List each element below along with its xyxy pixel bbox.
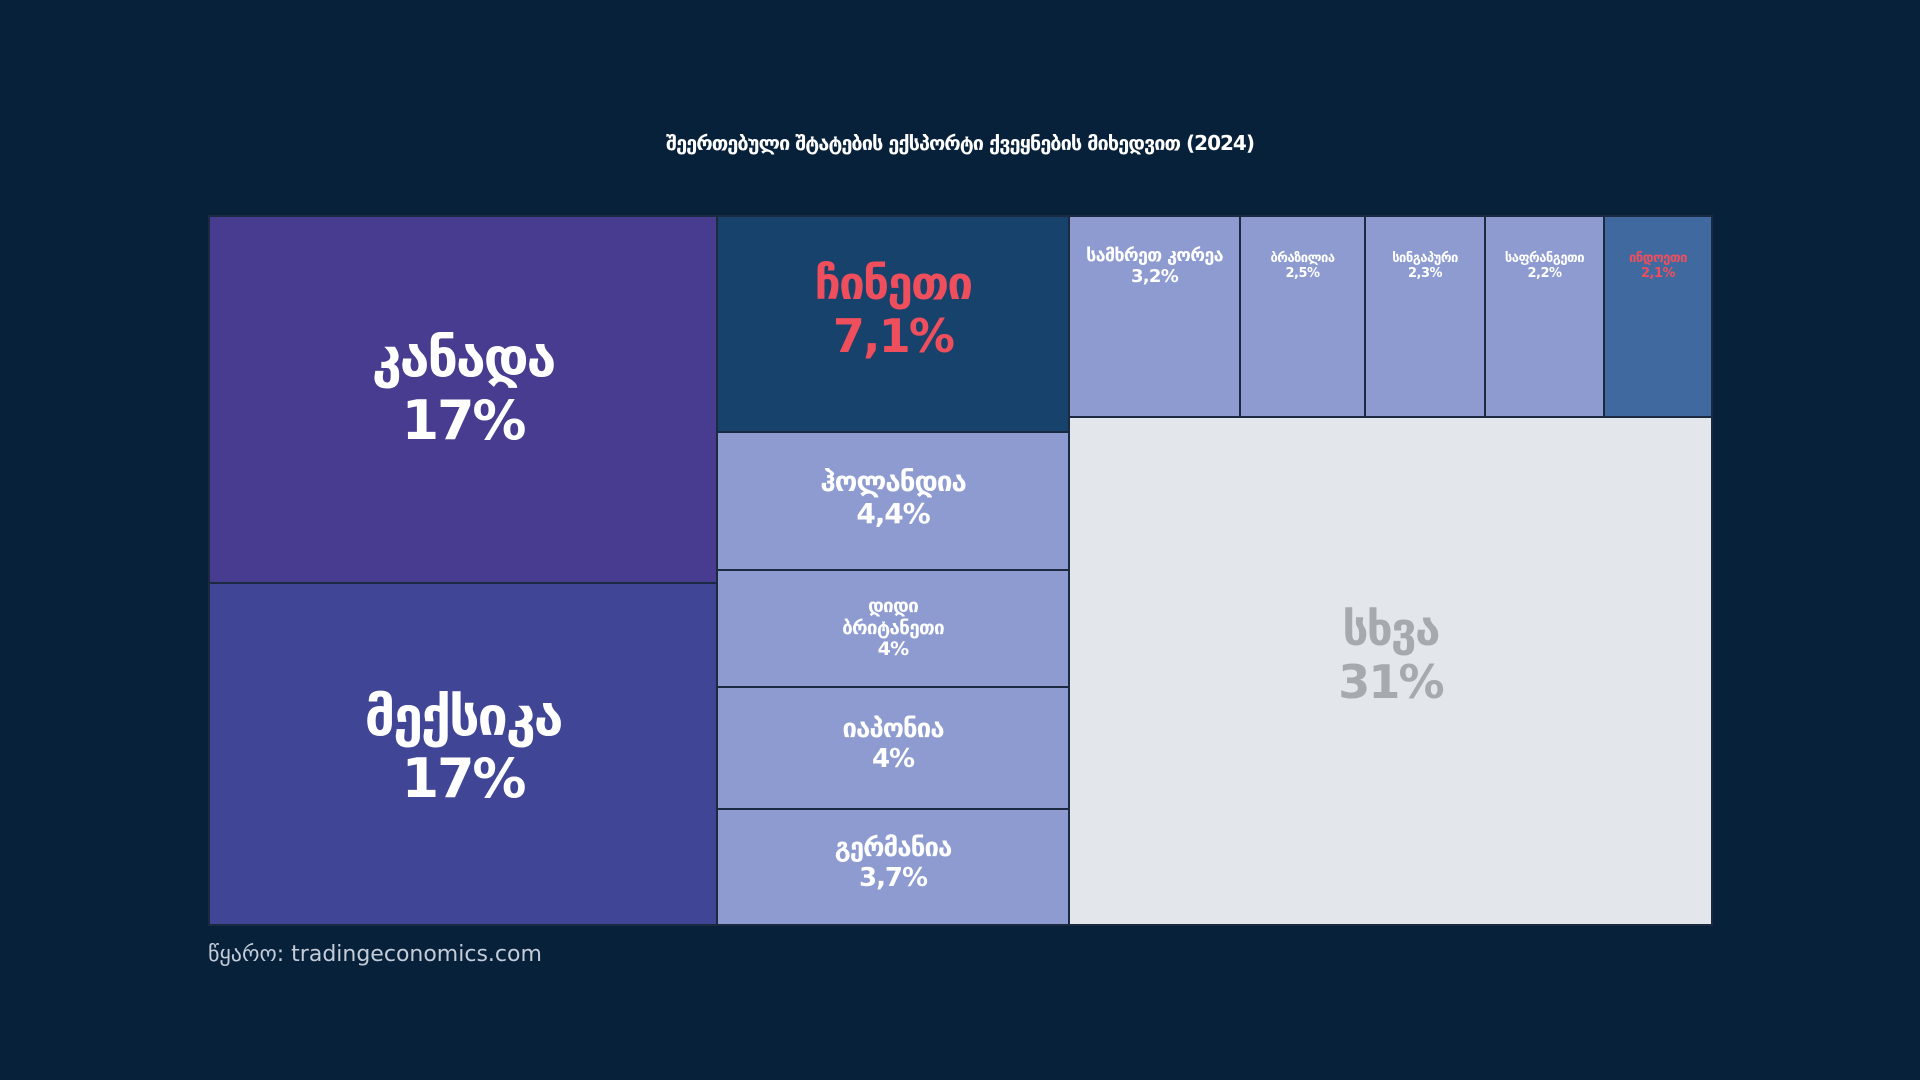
treemap-tile: ჰოლანდია 4,4% (716, 431, 1070, 571)
source-note: წყარო: tradingeconomics.com (208, 940, 542, 970)
tile-value-label: 2,2% (1527, 265, 1563, 281)
tile-value-label: 17% (401, 388, 527, 452)
treemap-tile: სინგაპური 2,3% (1364, 215, 1486, 418)
tile-country-label: ჰოლანდია (820, 464, 967, 498)
treemap-tile: მექსიკა 17% (208, 582, 718, 926)
treemap-tile: ბრაზილია 2,5% (1239, 215, 1366, 418)
treemap-tile: საფრანგეთი 2,2% (1484, 215, 1605, 418)
treemap-tile: ინდოეთი 2,1% (1603, 215, 1713, 418)
chart-title: შეერთებული შტატების ექსპორტი ქვეყნების მ… (666, 131, 1255, 155)
source-label: წყარო: (208, 942, 285, 967)
tile-value-label: 7,1% (832, 309, 955, 363)
tile-country-label: იაპონია (842, 714, 944, 745)
tile-country-label: სინგაპური (1392, 250, 1458, 266)
tile-country-label: გერმანია (834, 833, 953, 864)
tile-value-label: 4,4% (856, 497, 930, 530)
tile-country-label: მექსიკა (364, 684, 564, 748)
tile-country-label: სხვა (1342, 602, 1440, 657)
tile-value-label: 2,3% (1408, 265, 1443, 281)
tile-country-label: სამხრეთ კორეა (1086, 244, 1223, 266)
treemap-tile: სამხრეთ კორეა 3,2% (1068, 215, 1241, 418)
export-treemap: კანადა 17% მექსიკა 17% ჩინეთი 7,1% ჰოლანდია 4,4… (208, 215, 1713, 926)
tile-country-label: ინდოეთი (1629, 250, 1687, 266)
tile-value-label: 3,7% (859, 863, 928, 893)
tile-value-label: 4% (877, 638, 910, 661)
tile-country-label: ჩინეთი (814, 256, 974, 311)
treemap-tile: კანადა 17% (208, 215, 718, 584)
tile-country-label: საფრანგეთი (1504, 250, 1585, 266)
treemap-tile: იაპონია 4% (716, 686, 1070, 810)
tile-value-label: 3,2% (1130, 265, 1179, 287)
treemap-tile: სხვა 31% (1068, 416, 1713, 926)
tile-value-label: 4% (871, 744, 915, 774)
tile-value-label: 2,1% (1641, 265, 1676, 281)
treemap-tile: ჩინეთი 7,1% (716, 215, 1070, 433)
tile-value-label: 2,5% (1285, 265, 1321, 281)
tile-value-label: 31% (1338, 655, 1444, 709)
tile-country-label: ბრაზილია (1270, 250, 1335, 266)
tile-value-label: 17% (401, 747, 527, 810)
treemap-tile: გერმანია 3,7% (716, 808, 1070, 926)
treemap-tile: დიდი ბრიტანეთი 4% (716, 569, 1070, 688)
tile-country-label: კანადა (371, 326, 557, 390)
tile-country-label: დიდი ბრიტანეთი (842, 594, 945, 639)
source-site: tradingeconomics.com (291, 942, 542, 967)
